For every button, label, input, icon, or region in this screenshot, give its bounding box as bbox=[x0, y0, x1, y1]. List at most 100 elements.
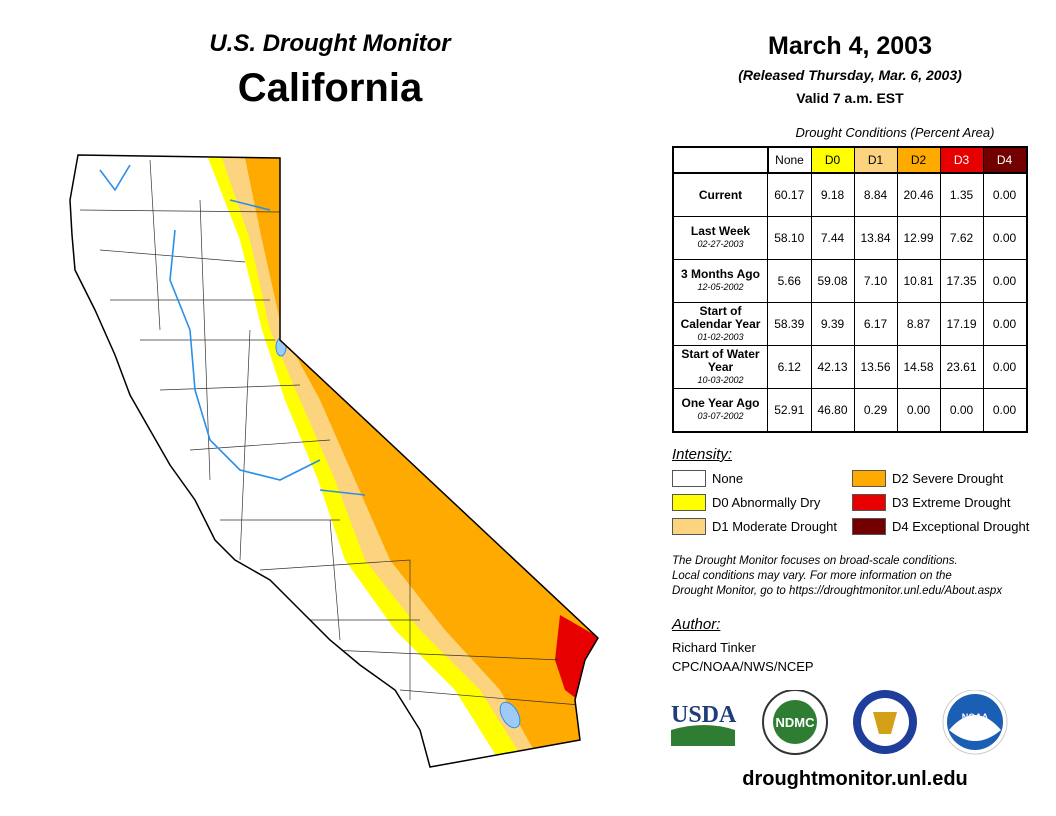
website-url[interactable]: droughtmonitor.unl.edu bbox=[742, 768, 968, 790]
agency-logos: USDA NDMC NOAA bbox=[671, 690, 1008, 755]
svg-text:NDMC: NDMC bbox=[776, 715, 816, 730]
col-none: None bbox=[767, 146, 812, 174]
legend-label: D1 Moderate Drought bbox=[712, 519, 838, 534]
table-cell: 59.08 bbox=[810, 259, 855, 303]
table-cell: 52.91 bbox=[767, 388, 812, 433]
table-cell: 7.44 bbox=[810, 216, 855, 260]
table-cell: 1.35 bbox=[939, 172, 984, 217]
table-cell: 9.39 bbox=[810, 302, 855, 346]
table-cell: 0.29 bbox=[853, 388, 898, 433]
legend-item: D0 Abnormally Dry bbox=[672, 494, 820, 511]
legend-label: D3 Extreme Drought bbox=[892, 495, 1011, 510]
row-date: 03-07-2002 bbox=[697, 411, 744, 421]
table-row: Current 60.17 9.18 8.84 20.46 1.35 0.00 bbox=[672, 172, 1027, 217]
row-label-text: Last Week bbox=[690, 224, 751, 238]
legend-swatch bbox=[852, 470, 886, 487]
col-d3: D3 bbox=[939, 146, 984, 174]
svg-text:NOAA: NOAA bbox=[962, 712, 989, 722]
table-cell: 8.87 bbox=[896, 302, 941, 346]
row-date: 01-02-2003 bbox=[697, 331, 744, 342]
legend-label: D2 Severe Drought bbox=[892, 471, 1004, 486]
d3-area bbox=[555, 615, 598, 700]
table-cell: 0.00 bbox=[982, 259, 1027, 303]
table-row: 3 Months Ago 12-05-2002 5.66 59.08 7.10 10.81… bbox=[672, 259, 1027, 303]
table-row: Last Week 02-27-2003 58.10 7.44 13.84 12.99 7.… bbox=[672, 216, 1027, 260]
table-cell: 17.19 bbox=[939, 302, 984, 346]
table-cell: 7.62 bbox=[939, 216, 984, 260]
note-line: Drought Monitor, go to https://droughtmo… bbox=[672, 585, 1003, 597]
table-row: Start of Calendar Year 01-02-2003 58.39 9.3… bbox=[672, 302, 1027, 346]
row-label: 3 Months Ago 12-05-2002 bbox=[672, 259, 768, 303]
table-cell: 9.18 bbox=[810, 172, 855, 217]
table-caption: Drought Conditions (Percent Area) bbox=[795, 125, 995, 140]
note-line: Local conditions may vary. For more info… bbox=[672, 570, 952, 582]
legend-item: D2 Severe Drought bbox=[852, 470, 1003, 487]
col-d2: D2 bbox=[896, 146, 941, 174]
col-d4: D4 bbox=[982, 146, 1027, 174]
table-cell: 7.10 bbox=[853, 259, 898, 303]
table-cell: 42.13 bbox=[810, 345, 855, 389]
noaa-logo: NOAA bbox=[942, 690, 1008, 755]
author-name: Richard Tinker bbox=[672, 640, 756, 655]
row-label-text: 3 Months Ago bbox=[681, 267, 760, 281]
table-cell: 0.00 bbox=[982, 302, 1027, 346]
row-date: 12-05-2002 bbox=[697, 282, 744, 292]
row-label: One Year Ago 03-07-2002 bbox=[672, 388, 768, 433]
table-cell: 60.17 bbox=[767, 172, 812, 217]
table-cell: 8.84 bbox=[853, 172, 898, 217]
table-cell: 6.12 bbox=[767, 345, 812, 389]
table-cell: 58.39 bbox=[767, 302, 812, 346]
row-label-text: Current bbox=[698, 187, 743, 202]
map-date: March 4, 2003 bbox=[768, 32, 932, 60]
salton-sea bbox=[499, 701, 521, 729]
col-d0: D0 bbox=[810, 146, 855, 174]
legend-item: D1 Moderate Drought bbox=[672, 518, 837, 535]
legend-item: D4 Exceptional Drought bbox=[852, 518, 1029, 535]
usda-logo: USDA bbox=[671, 702, 737, 746]
table-cell: 5.66 bbox=[767, 259, 812, 303]
svg-text:USDA: USDA bbox=[671, 702, 737, 728]
table-cell: 0.00 bbox=[939, 388, 984, 433]
table-cell: 0.00 bbox=[982, 388, 1027, 433]
rivers bbox=[99, 164, 366, 496]
legend-swatch bbox=[852, 518, 886, 535]
table-cell: 6.17 bbox=[853, 302, 898, 346]
row-label: Start of Water Year 10-03-2002 bbox=[672, 345, 768, 389]
table-cell: 13.84 bbox=[853, 216, 898, 260]
author-info: Richard Tinker CPC/NOAA/NWS/NCEP bbox=[672, 638, 814, 676]
legend-label: None bbox=[712, 471, 744, 486]
legend-item: None bbox=[672, 470, 743, 487]
table-cell: 20.46 bbox=[896, 172, 941, 217]
table-cell: 13.56 bbox=[853, 345, 898, 389]
region-title: California bbox=[237, 66, 423, 110]
disclaimer-note: The Drought Monitor focuses on broad-sca… bbox=[672, 554, 1002, 599]
legend-title: Intensity: bbox=[672, 446, 733, 463]
row-label-text: One Year Ago bbox=[681, 396, 760, 410]
table-cell: 0.00 bbox=[982, 172, 1027, 217]
map-title: U.S. Drought Monitor bbox=[209, 30, 451, 57]
legend-swatch bbox=[672, 470, 706, 487]
valid-time: Valid 7 a.m. EST bbox=[796, 90, 904, 106]
state-outline bbox=[69, 154, 599, 768]
table-cell: 14.58 bbox=[896, 345, 941, 389]
col-d1: D1 bbox=[853, 146, 898, 174]
author-label: Author: bbox=[672, 616, 721, 633]
row-label: Last Week 02-27-2003 bbox=[672, 216, 768, 260]
table-row: Start of Water Year 10-03-2002 6.12 42.13 13… bbox=[672, 345, 1027, 389]
table-cell: 46.80 bbox=[810, 388, 855, 433]
legend-swatch bbox=[672, 494, 706, 511]
commerce-seal bbox=[853, 690, 917, 754]
legend-swatch bbox=[852, 494, 886, 511]
table-cell: 12.99 bbox=[896, 216, 941, 260]
legend-label: D0 Abnormally Dry bbox=[712, 495, 821, 510]
row-label-text: Start of Water Year bbox=[681, 346, 760, 374]
table-cell: 0.00 bbox=[982, 345, 1027, 389]
ndmc-logo: NDMC bbox=[762, 690, 828, 755]
legend-swatch bbox=[672, 518, 706, 535]
table-cell: 23.61 bbox=[939, 345, 984, 389]
row-label: Start of Calendar Year 01-02-2003 bbox=[672, 302, 768, 346]
table-cell: 10.81 bbox=[896, 259, 941, 303]
author-org: CPC/NOAA/NWS/NCEP bbox=[672, 659, 814, 674]
row-date: 02-27-2003 bbox=[697, 239, 744, 249]
